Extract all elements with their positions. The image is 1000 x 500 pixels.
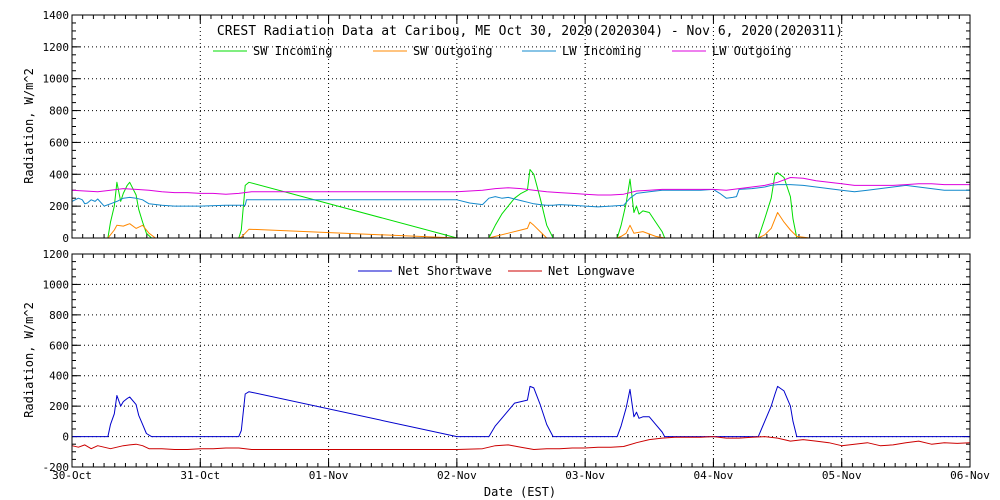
- y-tick-label: 1200: [43, 41, 70, 54]
- x-tick-label: 05-Nov: [822, 469, 862, 482]
- legend-label: Net Shortwave: [398, 264, 492, 278]
- plot-frame: [71, 253, 971, 468]
- y-tick-label: 600: [49, 136, 69, 149]
- y-axis-label-top: Radiation, W/m^2: [22, 68, 36, 184]
- y-tick-label: 1200: [43, 248, 70, 261]
- y-tick-label: 0: [62, 232, 69, 245]
- legend-label: LW Incoming: [562, 44, 641, 58]
- x-axis-label: Date (EST): [484, 485, 556, 499]
- y-tick-label: 600: [49, 339, 69, 352]
- series-line-lw-incoming: [71, 184, 970, 208]
- y-tick-label: 200: [49, 400, 69, 413]
- y-tick-label: 400: [49, 370, 69, 383]
- x-tick-label: 01-Nov: [309, 469, 349, 482]
- y-axis-label-bottom: Radiation, W/m^2: [22, 302, 36, 418]
- x-tick-label: 31-Oct: [180, 469, 220, 482]
- y-tick-label: 1000: [43, 278, 70, 291]
- legend-label: Net Longwave: [548, 264, 635, 278]
- series-line-sw-incoming: [72, 169, 970, 239]
- x-tick-label: 30-Oct: [52, 469, 92, 482]
- x-tick-label: 02-Nov: [437, 469, 477, 482]
- series-line-lw-outgoing: [71, 177, 970, 196]
- y-tick-label: 400: [49, 168, 69, 181]
- y-tick-label: 800: [49, 309, 69, 322]
- legend-label: LW Outgoing: [712, 44, 791, 58]
- legend-label: SW Incoming: [253, 44, 332, 58]
- series-line-sw-outgoing: [72, 212, 970, 239]
- y-tick-label: 1000: [43, 73, 70, 86]
- plot-frame: [71, 14, 971, 239]
- x-tick-label: 03-Nov: [565, 469, 605, 482]
- x-tick-label: 04-Nov: [694, 469, 734, 482]
- chart-title: CREST Radiation Data at Caribou, ME Oct …: [217, 24, 843, 39]
- series-line-net-shortwave: [72, 385, 970, 438]
- panel-top: CREST Radiation Data at Caribou, ME Oct …: [22, 9, 971, 245]
- y-tick-label: 0: [62, 431, 69, 444]
- series-line-net-longwave: [71, 436, 971, 450]
- legend-label: SW Outgoing: [413, 44, 492, 58]
- panel-bottom: Radiation, W/m^2 Date (EST) -200 0 200 400 6…: [22, 248, 990, 499]
- y-tick-label: -200: [43, 461, 70, 474]
- x-tick-label: 06-Nov: [950, 469, 990, 482]
- y-tick-label: 800: [49, 105, 69, 118]
- y-tick-label: 200: [49, 200, 69, 213]
- y-tick-label: 1400: [43, 9, 70, 22]
